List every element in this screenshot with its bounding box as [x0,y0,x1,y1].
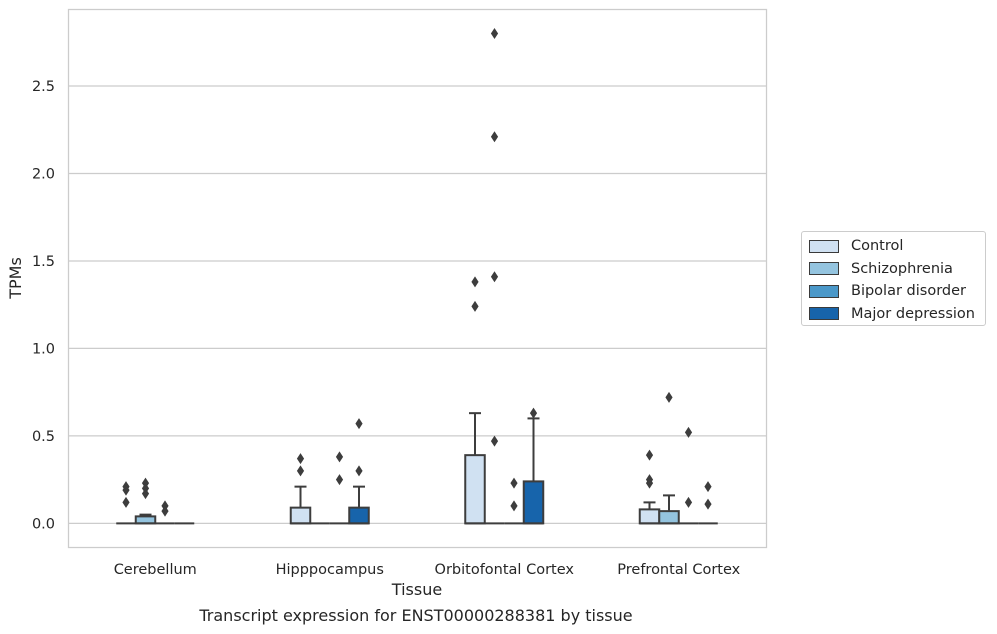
outlier-point [684,426,693,438]
x-axis-title: Tissue [391,580,442,599]
x-tick-label: Prefrontal Cortex [617,562,740,578]
outlier-point [665,391,673,403]
box-bipolar-disorder [329,451,350,525]
box-schizophrenia [484,27,505,525]
box-control [464,276,486,525]
outlier-point [704,498,712,510]
box-schizophrenia [134,477,157,525]
x-tick-labels: Cerebellum Hipppocampus Orbitofontal Corte… [114,562,741,578]
outlier-point [704,481,712,493]
box-major-depression [348,418,370,525]
legend: Control Schizophrenia Bipolar disorder Majo… [801,231,986,326]
legend-label: Major depression [851,305,975,322]
box-major-depression [522,407,545,525]
box-body [658,510,680,525]
box-control [116,481,136,525]
grid-lines [68,85,766,525]
y-tick-label: 2.0 [32,166,55,182]
outlier-point [490,435,499,447]
legend-label: Control [851,238,904,255]
legend-swatch [809,262,839,276]
outlier-point [355,418,363,430]
legend-swatch [809,307,839,321]
outlier-point [141,488,150,500]
box-bipolar-disorder [678,426,699,525]
outlier-point [335,474,344,486]
outlier-point [510,477,518,489]
x-tick-label: Orbitofontal Cortex [435,562,575,578]
legend-item: Schizophrenia [809,258,979,281]
outlier-point [122,496,130,508]
legend-item: Major depression [809,303,979,326]
box-schizophrenia [658,391,680,525]
y-tick-labels: 0.0 0.5 1.0 1.5 2.0 2.5 [32,79,55,532]
legend-item: Bipolar disorder [809,280,979,303]
y-tick-label: 1.0 [32,341,55,357]
y-tick-label: 1.5 [32,254,55,270]
outlier-point [471,300,479,312]
box-bipolar-disorder [155,500,175,525]
outlier-point [684,496,693,508]
outlier-point [529,407,538,419]
outlier-point [122,484,130,496]
y-axis-title: TPMs [6,257,25,300]
box-body [522,480,545,525]
y-tick-label: 0.5 [32,429,55,445]
outlier-point [471,276,479,288]
legend-swatch [809,284,839,298]
box-body [638,508,661,525]
outlier-point [490,271,499,283]
outlier-point [490,131,499,143]
outlier-point [645,449,654,461]
y-tick-label: 0.0 [32,516,55,532]
plot-area-frame [67,8,768,549]
outlier-point [355,465,363,477]
outlier-point [645,477,654,489]
box-plots [116,27,718,525]
x-tick-label: Cerebellum [114,562,197,578]
box-body [289,506,312,525]
y-tick-label: 2.5 [32,79,55,95]
box-control [638,449,661,525]
box-body [134,515,157,525]
x-tick-label: Hipppocampus [276,562,384,578]
box-major-depression [698,481,718,525]
outlier-point [161,505,169,517]
box-control [289,453,312,525]
box-body [464,454,486,525]
box-bipolar-disorder [504,477,524,525]
outlier-point [510,500,518,512]
legend-item: Control [809,235,979,258]
legend-label: Schizophrenia [851,260,953,277]
box-body [348,506,370,525]
outlier-point [490,27,499,39]
outlier-point [296,453,305,465]
legend-label: Bipolar disorder [851,283,966,300]
outlier-point [335,451,344,463]
legend-swatch [809,239,839,253]
chart-caption: Transcript expression for ENST0000028838… [199,606,633,625]
outlier-point [296,465,305,477]
